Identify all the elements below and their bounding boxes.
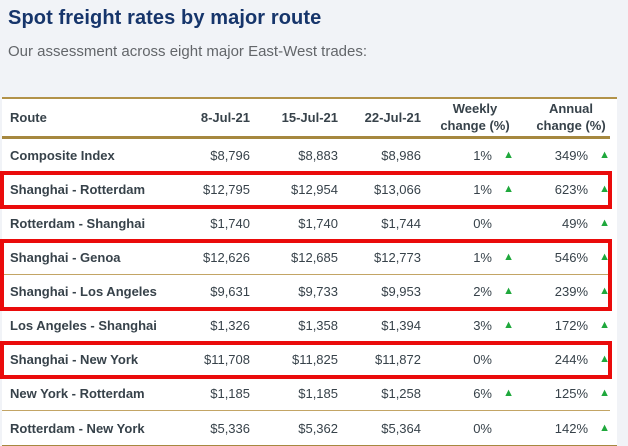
table-row: Los Angeles - Shanghai $1,326 $1,358 $1,… <box>2 309 610 343</box>
rate-cell-week1: $12,795 <box>203 182 250 197</box>
route-cell: Rotterdam - New York <box>10 420 145 436</box>
up-triangle-icon: ▲ <box>599 319 610 331</box>
table-row: New York - Rotterdam $1,185 $1,185 $1,25… <box>2 377 610 411</box>
annual-change-cell: 49% ▲ <box>561 216 610 231</box>
up-triangle-icon: ▲ <box>503 183 514 195</box>
annual-change-cell: 172% ▲ <box>554 318 610 333</box>
route-cell: Rotterdam - Shanghai <box>10 216 146 231</box>
up-triangle-icon: ▲ <box>503 251 514 263</box>
rate-cell-week1: $11,708 <box>203 352 250 367</box>
column-header-annual-change: Annual change (%) <box>536 100 606 133</box>
up-triangle-icon: ▲ <box>503 319 514 331</box>
rate-cell-week3: $1,258 <box>381 386 421 401</box>
highlight-box: Shanghai - Genoa $12,626 $12,685 $12,773… <box>0 239 612 311</box>
table-row: Composite Index $8,796 $8,883 $8,986 1% ▲… <box>2 139 610 173</box>
rate-cell-week3: $1,394 <box>381 318 421 333</box>
rate-cell-week1: $9,631 <box>210 284 250 299</box>
weekly-change-cell: 0% <box>473 216 492 231</box>
table-body: Composite Index $8,796 $8,883 $8,986 1% ▲… <box>0 139 612 445</box>
table-row: Rotterdam - Shanghai $1,740 $1,740 $1,74… <box>2 207 610 241</box>
up-triangle-icon: ▲ <box>503 387 514 399</box>
rate-cell-week3: $12,773 <box>374 250 421 265</box>
weekly-change-cell: 1% ▲ <box>473 182 514 197</box>
rate-cell-week2: $12,954 <box>291 182 338 197</box>
table-row: Shanghai - Los Angeles $9,631 $9,733 $9,… <box>2 275 610 309</box>
rate-cell-week2: $11,825 <box>291 352 338 367</box>
annual-change-cell: 244% ▲ <box>554 352 610 367</box>
up-triangle-icon: ▲ <box>599 251 610 263</box>
rate-cell-week2: $8,883 <box>298 148 338 163</box>
route-cell: Shanghai - New York <box>10 352 139 367</box>
rate-cell-week3: $9,953 <box>381 284 421 299</box>
route-cell: Shanghai - Los Angeles <box>10 284 157 299</box>
rate-cell-week1: $1,185 <box>210 386 250 401</box>
weekly-change-cell: 0% <box>473 352 492 367</box>
annual-change-cell: 623% ▲ <box>554 182 610 197</box>
column-header-date-1: 8-Jul-21 <box>200 110 250 125</box>
up-triangle-icon: ▲ <box>599 285 610 297</box>
highlight-box: Shanghai - Rotterdam $12,795 $12,954 $13… <box>0 171 612 209</box>
route-cell: New York - Rotterdam <box>10 386 145 401</box>
rate-cell-week2: $9,733 <box>298 284 338 299</box>
freight-rates-table: Route 8-Jul-21 15-Jul-21 22-Jul-21 Weekl… <box>0 97 617 446</box>
rate-cell-week3: $1,744 <box>381 216 421 231</box>
route-cell: Shanghai - Rotterdam <box>10 182 146 197</box>
rate-cell-week1: $5,336 <box>210 420 250 436</box>
rate-cell-week3: $11,872 <box>374 352 421 367</box>
weekly-change-cell: 3% ▲ <box>473 318 514 333</box>
up-triangle-icon: ▲ <box>599 387 610 399</box>
up-triangle-icon: ▲ <box>599 217 610 229</box>
rate-cell-week3: $8,986 <box>381 148 421 163</box>
rate-cell-week2: $12,685 <box>291 250 338 265</box>
weekly-change-cell: 1% ▲ <box>473 148 514 163</box>
up-triangle-icon: ▲ <box>599 149 610 161</box>
page-subtitle: Our assessment across eight major East-W… <box>8 43 368 60</box>
column-header-route: Route <box>10 110 47 125</box>
up-triangle-icon: ▲ <box>503 285 514 297</box>
rate-cell-week2: $1,185 <box>298 386 338 401</box>
up-triangle-icon: ▲ <box>599 353 610 365</box>
column-header-date-2: 15-Jul-21 <box>281 110 338 125</box>
up-triangle-icon: ▲ <box>599 421 610 434</box>
rate-cell-week2: $1,740 <box>298 216 338 231</box>
annual-change-cell: 142% ▲ <box>554 420 610 436</box>
page-title: Spot freight rates by major route <box>8 7 322 29</box>
route-cell: Shanghai - Genoa <box>10 250 121 265</box>
highlight-box: Shanghai - New York $11,708 $11,825 $11,… <box>0 341 612 379</box>
annual-change-cell: 349% ▲ <box>554 148 610 163</box>
weekly-change-cell: 6% ▲ <box>473 386 514 401</box>
table-row: Rotterdam - New York $5,336 $5,362 $5,36… <box>2 411 610 445</box>
annual-change-cell: 546% ▲ <box>554 250 610 265</box>
table-header-row: Route 8-Jul-21 15-Jul-21 22-Jul-21 Weekl… <box>2 99 610 139</box>
rate-cell-week1: $1,740 <box>210 216 250 231</box>
column-header-date-3: 22-Jul-21 <box>364 110 421 125</box>
route-cell: Los Angeles - Shanghai <box>10 318 157 333</box>
weekly-change-cell: 0% <box>473 420 492 436</box>
up-triangle-icon: ▲ <box>599 183 610 195</box>
weekly-change-cell: 1% ▲ <box>473 250 514 265</box>
table-row: Shanghai - Genoa $12,626 $12,685 $12,773… <box>2 241 610 275</box>
weekly-change-cell: 2% ▲ <box>473 284 514 299</box>
table-row: Shanghai - Rotterdam $12,795 $12,954 $13… <box>2 173 610 207</box>
rate-cell-week1: $8,796 <box>210 148 250 163</box>
rate-cell-week3: $5,364 <box>381 420 421 436</box>
route-cell: Composite Index <box>10 148 115 163</box>
rate-cell-week1: $12,626 <box>203 250 250 265</box>
table-row: Shanghai - New York $11,708 $11,825 $11,… <box>2 343 610 377</box>
rate-cell-week1: $1,326 <box>210 318 250 333</box>
rate-cell-week3: $13,066 <box>374 182 421 197</box>
annual-change-cell: 239% ▲ <box>554 284 610 299</box>
rate-cell-week2: $5,362 <box>298 420 338 436</box>
annual-change-cell: 125% ▲ <box>554 386 610 401</box>
rate-cell-week2: $1,358 <box>298 318 338 333</box>
column-header-weekly-change: Weekly change (%) <box>440 100 510 133</box>
up-triangle-icon: ▲ <box>503 149 514 161</box>
